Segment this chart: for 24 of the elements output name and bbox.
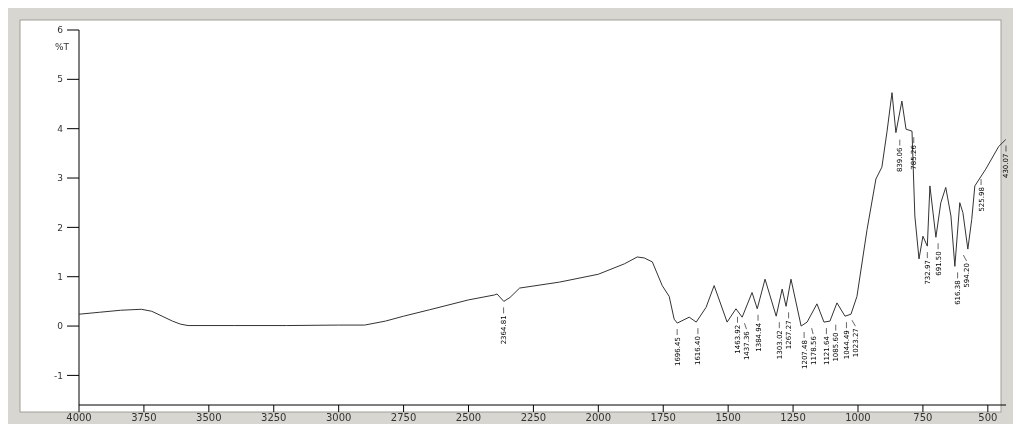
x-tick-label: 1500: [715, 412, 741, 423]
y-tick-label: 2: [57, 222, 63, 233]
x-tick-label: 1750: [650, 412, 676, 423]
y-tick-label: 3: [57, 173, 63, 184]
x-tick-label: 3750: [131, 412, 157, 423]
x-tick-label: 2000: [585, 412, 612, 423]
x-tick-label: 500: [978, 412, 998, 423]
x-tick-label: 2750: [390, 412, 417, 423]
y-axis-title: %T: [54, 41, 70, 52]
y-tick-label: -1: [54, 370, 63, 381]
y-tick-label: 0: [57, 321, 64, 332]
x-tick-label: 750: [913, 412, 933, 423]
y-tick-label: 1: [57, 271, 63, 282]
x-tick-label: 1000: [845, 412, 871, 423]
y-tick-label: 5: [57, 74, 63, 85]
x-tick-label: 2500: [455, 412, 482, 423]
x-tick-label: 3000: [325, 412, 352, 423]
x-tick-label: 3500: [196, 412, 222, 423]
x-tick-label: 1250: [780, 412, 806, 423]
y-tick-label: 4: [57, 123, 64, 134]
x-tick-label: 4000: [66, 412, 92, 423]
x-tick-label: 2250: [520, 412, 547, 423]
x-tick-label: 3250: [261, 412, 287, 423]
y-tick-label: 6: [57, 25, 64, 36]
